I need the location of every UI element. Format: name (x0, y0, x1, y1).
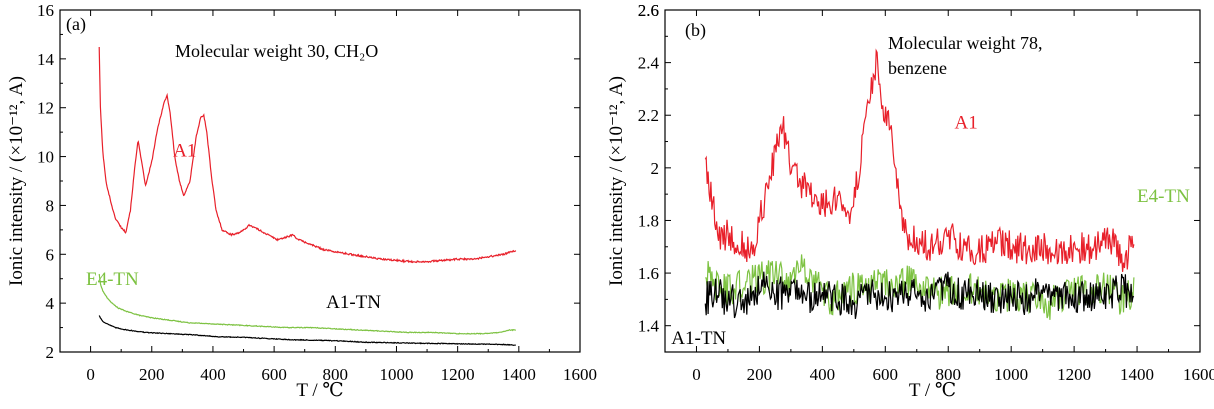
x-tick-label: 1000 (379, 365, 413, 384)
series-label-a1-tn: A1-TN (326, 292, 381, 313)
plot-frame (59, 9, 581, 353)
panel-label: (a) (66, 14, 86, 35)
y-axis-label: Ionic intensity / (×10⁻¹², A) (6, 76, 27, 286)
plot-frame (664, 9, 1201, 353)
series-label-a1-tn: A1-TN (671, 328, 726, 349)
x-tick-label: 600 (261, 365, 287, 384)
series-label-e4-tn: E4-TN (86, 269, 139, 290)
series-label-e4-tn: E4-TN (1137, 186, 1190, 207)
series-line-a1-tn (98, 315, 516, 347)
panel-label: (b) (685, 20, 706, 41)
x-tick-label: 1000 (994, 365, 1028, 384)
y-tick-label: 2.6 (638, 1, 659, 20)
x-tick-label: 1200 (441, 365, 475, 384)
series-label-a1: A1 (955, 112, 978, 133)
x-axis-label: T / ℃ (296, 380, 343, 401)
x-tick-label: 600 (873, 365, 899, 384)
annotation-text: Molecular weight 30, CH₂O (175, 41, 378, 61)
y-tick-label: 2.4 (638, 54, 660, 73)
x-tick-label: 400 (200, 365, 226, 384)
series-label-a1: A1 (173, 141, 196, 162)
y-tick-label: 2 (651, 159, 660, 178)
y-axis-label: Ionic intensity / (×10⁻¹², A) (606, 76, 627, 286)
y-tick-label: 12 (37, 99, 54, 118)
x-tick-label: 1600 (1183, 365, 1214, 384)
x-axis-label: T / ℃ (909, 380, 956, 401)
series-line-e4-tn (705, 254, 1135, 320)
y-tick-label: 6 (46, 245, 55, 264)
y-tick-label: 2.6 (638, 1, 659, 20)
panel-a-chart: 0 200 400 600 800 1000 1200 1400 1600 2 4 6 8 10 12 14 1… (6, 1, 597, 401)
series-line-e4-tn (98, 273, 516, 335)
x-tick-label: 400 (810, 365, 836, 384)
x-tick-label: 800 (323, 365, 349, 384)
y-tick-label: 8 (46, 196, 55, 215)
annotation-text: benzene (888, 58, 947, 78)
y-tick-label: 14 (37, 50, 55, 69)
x-tick-label: 800 (935, 365, 961, 384)
series-line-a1 (704, 48, 1135, 272)
x-tick-label: 1600 (563, 365, 597, 384)
x-tick-label: 200 (747, 365, 773, 384)
x-tick-label: 1400 (502, 365, 536, 384)
series-line-a1 (98, 46, 517, 264)
y-tick-label: 16 (37, 1, 54, 20)
annotation-text: Molecular weight 78, (888, 33, 1042, 53)
y-tick-label: 2 (46, 343, 55, 362)
y-tick-label: 1.8 (638, 211, 659, 230)
y-tick-label: 1.4 (638, 317, 660, 336)
panel-b-chart: 0 200 400 600 800 1000 1200 1400 1600 1.4 1.6 1.8 2 2… (606, 1, 1214, 401)
y-tick-label: 2.2 (638, 106, 659, 125)
x-tick-label: 200 (139, 365, 165, 384)
y-tick-label: 10 (37, 148, 54, 167)
x-tick-label: 0 (692, 365, 701, 384)
x-tick-label: 0 (86, 365, 95, 384)
y-tick-label: 4 (46, 294, 55, 313)
x-tick-label: 1200 (1057, 365, 1091, 384)
y-tick-label: 1.6 (638, 264, 659, 283)
x-tick-label: 1400 (1120, 365, 1154, 384)
series-line-a1-tn (704, 271, 1135, 320)
